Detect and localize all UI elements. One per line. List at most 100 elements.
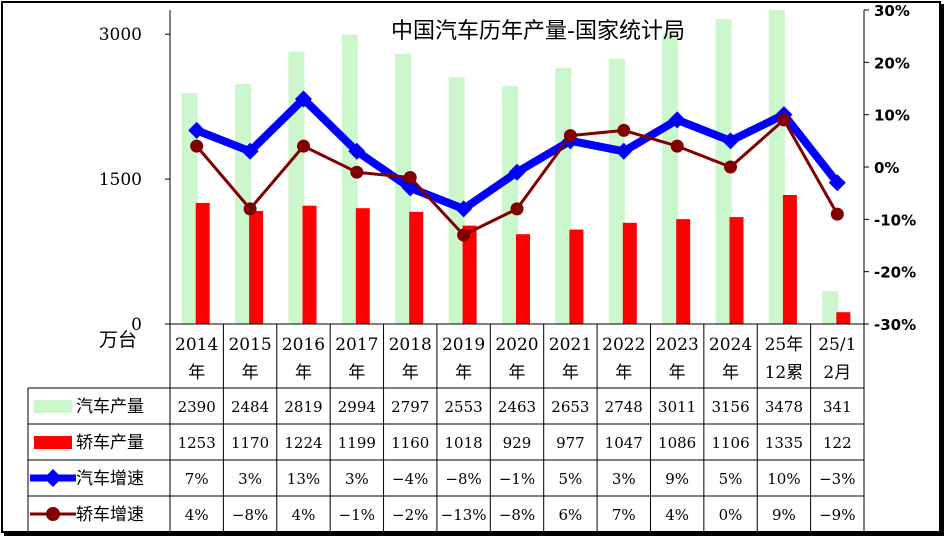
table-cell-r0-c6: 2463 [498, 398, 536, 416]
table-cell-r2-c1: 3% [238, 470, 262, 488]
category-label-line2-9: 年 [669, 363, 686, 383]
table-cell-r0-c9: 3011 [658, 398, 696, 416]
table-cell-r2-c3: 3% [345, 470, 369, 488]
table-cell-r3-c9: 4% [665, 506, 689, 524]
table-cell-r0-c0: 2390 [178, 398, 216, 416]
legend-label-3: 轿车增速 [76, 505, 144, 525]
bar-production-12 [822, 291, 839, 324]
table-cell-r0-c4: 2797 [391, 398, 429, 416]
bar-sedan-6 [516, 234, 530, 324]
category-label-line2-12: 2月 [823, 363, 851, 383]
table-cell-r1-c7: 977 [556, 434, 585, 452]
bar-production-11 [768, 10, 785, 324]
data-table: 2014 年 2015 年 2016 年 2017 年 2018 年 2019 年 2020 年 2021 年… [27, 323, 865, 533]
category-label-line2-8: 年 [615, 363, 632, 383]
bar-production-7 [555, 67, 572, 324]
y-right-tick-label: -30% [874, 316, 916, 334]
table-cell-r0-c5: 2553 [445, 398, 483, 416]
category-label-line1-3: 2017 [335, 335, 378, 355]
category-label-line2-0: 年 [188, 363, 205, 383]
bar-production-3 [341, 34, 358, 324]
bar-production-2 [288, 51, 305, 324]
category-label-line1-12: 25/1 [818, 335, 856, 355]
table-cell-r1-c3: 1199 [338, 434, 376, 452]
table-cell-r3-c3: −1% [339, 506, 375, 524]
table-cell-r3-c6: −8% [499, 506, 535, 524]
bar-production-10 [715, 19, 732, 324]
table-cell-r3-c5: −13% [441, 506, 487, 524]
y-left-tick-label: 0 [131, 315, 142, 335]
table-cell-r3-c1: −8% [232, 506, 268, 524]
category-label-line1-0: 2014 [175, 335, 218, 355]
legend-key-sedan-growth-marker [46, 507, 60, 521]
legend-label-1: 轿车产量 [76, 433, 144, 453]
category-label-line1-6: 2020 [495, 335, 538, 355]
bar-sedan-12 [836, 312, 851, 324]
y-left-tick-label: 1500 [99, 170, 142, 190]
point-sedan-growth-1 [243, 202, 257, 216]
table-cell-r0-c7: 2653 [551, 398, 589, 416]
bar-sedan-0 [195, 202, 210, 324]
y-right-tick-label: -10% [874, 211, 916, 229]
category-label-line1-10: 2024 [709, 335, 752, 355]
point-sedan-growth-10 [724, 160, 737, 174]
bar-production-9 [662, 33, 679, 324]
table-cell-r3-c8: 7% [612, 506, 636, 524]
category-label-line1-4: 2018 [389, 335, 432, 355]
y-right-tick-label: -20% [874, 264, 916, 282]
table-cell-r2-c7: 5% [558, 470, 582, 488]
point-sedan-growth-7 [563, 129, 577, 143]
point-auto-growth-5 [455, 200, 473, 218]
table-cell-r1-c12: 122 [823, 434, 852, 452]
legend-label-2: 汽车增速 [76, 469, 144, 489]
point-sedan-growth-2 [297, 139, 310, 153]
point-sedan-growth-6 [510, 202, 524, 216]
bar-sedan-7 [569, 229, 584, 324]
table-cell-r2-c11: 10% [767, 470, 800, 488]
table-cell-r0-c1: 2484 [231, 398, 269, 416]
category-label-line2-10: 年 [722, 363, 739, 383]
table-cell-r3-c10: 0% [719, 506, 743, 524]
table-cell-r3-c2: 4% [292, 506, 316, 524]
point-auto-growth-2 [294, 90, 312, 108]
point-sedan-growth-11 [777, 113, 791, 127]
point-sedan-growth-3 [350, 165, 364, 179]
point-auto-growth-12 [828, 174, 846, 192]
table-cell-r2-c4: −4% [392, 470, 428, 488]
bar-sedan-8 [622, 222, 637, 324]
table-cell-r3-c11: 9% [772, 506, 796, 524]
table-cell-r1-c5: 1018 [445, 434, 483, 452]
legend-key-auto-growth-marker [44, 469, 62, 487]
y-right-tick-label: 30% [874, 2, 910, 20]
category-label-line2-7: 年 [562, 363, 579, 383]
table-cell-r1-c2: 1224 [284, 434, 322, 452]
y-axis-unit-label: 万台 [99, 329, 137, 351]
bar-sedan-9 [676, 219, 691, 324]
table-cell-r2-c9: 9% [665, 470, 689, 488]
point-sedan-growth-0 [190, 139, 204, 153]
lines-layer [188, 90, 846, 242]
point-sedan-growth-4 [403, 171, 417, 184]
table-cell-r3-c7: 6% [558, 506, 582, 524]
table-cell-r2-c12: −3% [819, 470, 855, 488]
table-cell-r2-c6: −1% [499, 470, 535, 488]
table-cell-r3-c0: 4% [185, 506, 209, 524]
point-auto-growth-9 [668, 111, 686, 129]
legend-key-sedan [34, 436, 72, 449]
y-right-tick-label: 10% [874, 107, 910, 125]
point-auto-growth-3 [348, 142, 366, 160]
category-label-line2-11: 12累 [765, 363, 804, 383]
bar-production-5 [448, 77, 465, 324]
point-sedan-growth-9 [670, 139, 684, 153]
category-label-line1-5: 2019 [442, 335, 485, 355]
point-auto-growth-10 [722, 132, 740, 150]
legend-label-0: 汽车产量 [76, 397, 144, 417]
category-label-line2-4: 年 [402, 363, 419, 383]
table-cell-r2-c2: 13% [287, 470, 320, 488]
table-cell-r3-c12: −9% [819, 506, 855, 524]
bar-sedan-4 [409, 211, 424, 324]
legend-key-production [34, 400, 72, 413]
point-sedan-growth-12 [830, 207, 844, 221]
table-cell-r2-c8: 3% [612, 470, 636, 488]
